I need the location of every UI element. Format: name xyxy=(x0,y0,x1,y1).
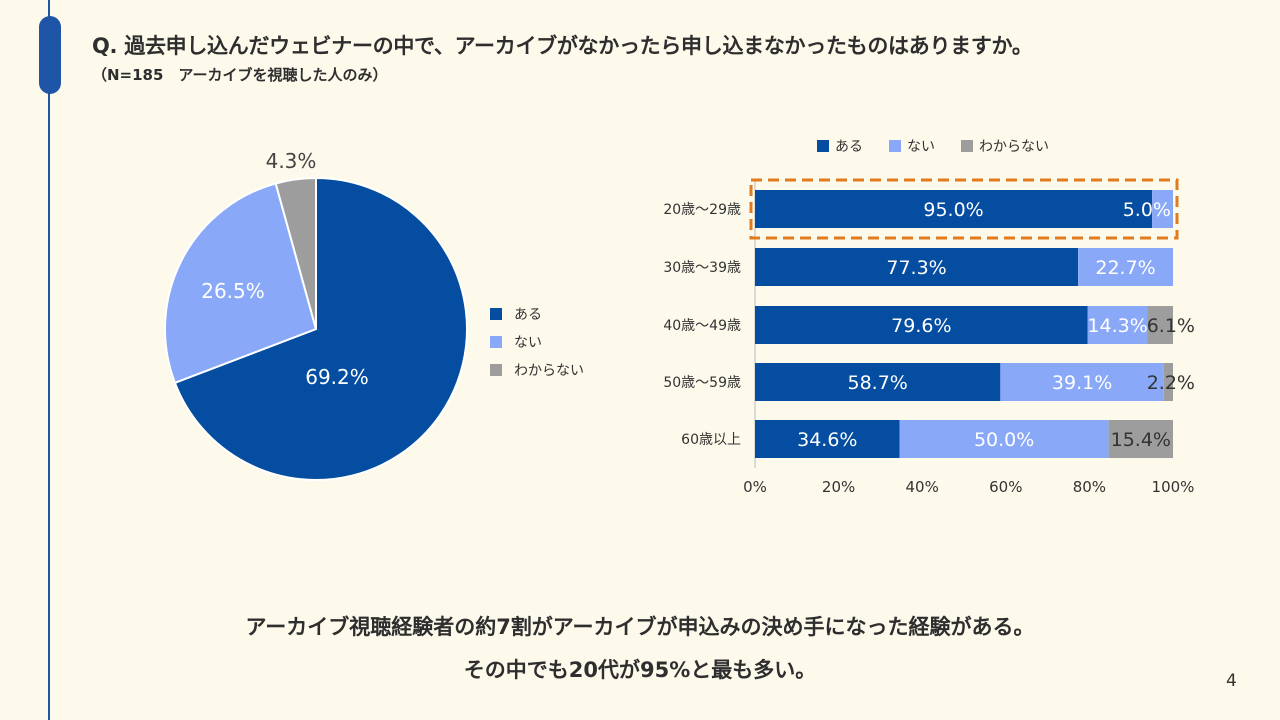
x-tick-label: 80% xyxy=(1073,478,1106,496)
pie-slice-label: 26.5% xyxy=(201,279,265,303)
category-label: 60歳以上 xyxy=(681,432,741,448)
bar-segment-1 xyxy=(755,248,1079,286)
bar-segment-2 xyxy=(1152,190,1173,228)
bar-data-label: 34.6% xyxy=(797,429,857,451)
pie-legend-swatch xyxy=(490,308,502,320)
bar-segment-2 xyxy=(899,420,1109,458)
pie-legend-label: わからない xyxy=(514,363,584,379)
pie-slice-1 xyxy=(173,176,468,481)
category-label: 30歳～39歳 xyxy=(663,260,741,276)
bar-legend-label: わからない xyxy=(979,139,1049,155)
pie-slice-label: 69.2% xyxy=(305,365,369,389)
pie-legend-swatch xyxy=(490,336,502,348)
category-label: 40歳～49歳 xyxy=(663,318,741,334)
bar-segment-3 xyxy=(1147,306,1173,344)
bar-data-label: 77.3% xyxy=(886,257,946,279)
bar-data-label: 58.7% xyxy=(848,372,908,394)
highlight-box xyxy=(749,178,1179,240)
bar-data-label: 15.4% xyxy=(1111,429,1171,451)
bar-data-label: 5.0% xyxy=(1123,199,1171,221)
bar-segment-2 xyxy=(1000,363,1164,401)
x-tick-label: 60% xyxy=(989,478,1022,496)
category-label: 20歳～29歳 xyxy=(663,202,741,218)
pie-slice-label: 4.3% xyxy=(266,149,317,173)
question-note: （N=185 アーカイブを視聴した人のみ） xyxy=(92,66,388,84)
page-number: 4 xyxy=(1226,671,1237,691)
bar-data-label: 50.0% xyxy=(974,429,1034,451)
pie-legend-swatch xyxy=(490,364,502,376)
bar-data-label: 2.2% xyxy=(1147,372,1195,394)
pie-legend-label: ない xyxy=(514,335,542,351)
category-label: 50歳～59歳 xyxy=(663,375,741,391)
bar-segment-3 xyxy=(1163,363,1173,401)
bar-segment-3 xyxy=(1108,420,1173,458)
question-title: Q. 過去申し込んだウェビナーの中で、アーカイブがなかったら申し込まなかったもの… xyxy=(92,34,1033,58)
bar-data-label: 6.1% xyxy=(1147,315,1195,337)
bar-data-label: 14.3% xyxy=(1087,315,1147,337)
summary-line-1: アーカイブ視聴経験者の約7割がアーカイブが申込みの決め手になった経験がある。 xyxy=(245,615,1035,639)
pie-slice-2 xyxy=(164,182,318,385)
x-tick-label: 0% xyxy=(743,478,767,496)
bar-data-label: 39.1% xyxy=(1052,372,1112,394)
bar-legend-swatch xyxy=(817,140,829,152)
x-tick-label: 40% xyxy=(906,478,939,496)
bar-legend-swatch xyxy=(889,140,901,152)
pie-slice-3 xyxy=(274,176,317,330)
left-accent-tab xyxy=(39,16,61,94)
bar-segment-2 xyxy=(1087,306,1148,344)
summary-line-2: その中でも20代が95%と最も多い。 xyxy=(463,658,817,682)
bar-segment-1 xyxy=(755,363,1001,401)
pie-legend-label: ある xyxy=(514,307,542,323)
left-accent-line xyxy=(48,0,50,720)
bar-segment-1 xyxy=(755,420,900,458)
bar-legend-label: ある xyxy=(835,139,863,155)
bar-segment-1 xyxy=(755,190,1153,228)
bar-segment-2 xyxy=(1078,248,1173,286)
bar-legend-label: ない xyxy=(907,139,935,155)
bar-legend-swatch xyxy=(961,140,973,152)
bar-data-label: 95.0% xyxy=(923,199,983,221)
x-tick-label: 20% xyxy=(822,478,855,496)
bar-data-label: 79.6% xyxy=(891,315,951,337)
bar-segment-1 xyxy=(755,306,1088,344)
bar-data-label: 22.7% xyxy=(1095,257,1155,279)
x-tick-label: 100% xyxy=(1152,478,1195,496)
